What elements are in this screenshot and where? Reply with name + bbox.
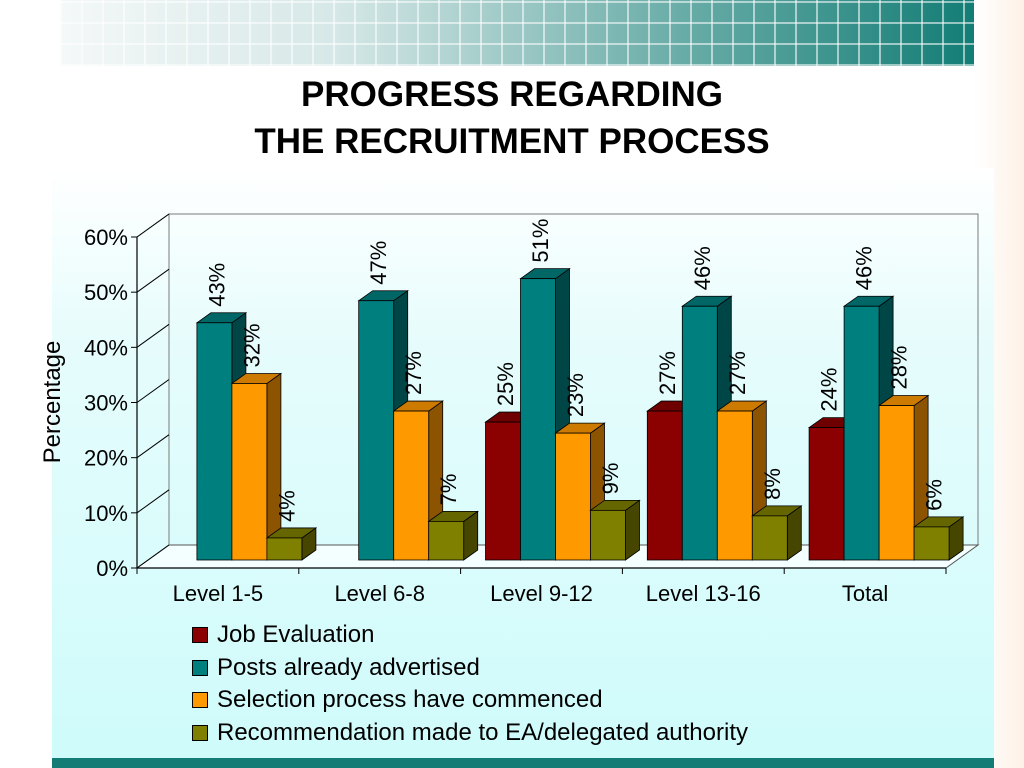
- footer-bar: [52, 758, 994, 768]
- legend-swatch-recommendation-made: [192, 725, 208, 742]
- legend-item-job-evaluation: Job Evaluation: [192, 619, 892, 652]
- y-tick-label: 30%: [84, 391, 128, 416]
- bar: [913, 526, 950, 561]
- data-label: 51%: [528, 219, 553, 263]
- data-label: 23%: [563, 373, 588, 417]
- bar: [266, 537, 303, 561]
- y-tick-diagonal: [136, 544, 170, 569]
- bar: [808, 427, 845, 561]
- bar: [231, 383, 268, 561]
- bar: [751, 515, 788, 561]
- y-axis-title: Percentage: [39, 341, 66, 464]
- y-tick-diagonal: [136, 379, 170, 403]
- y-tick-label: 40%: [84, 335, 128, 360]
- data-label: 24%: [817, 368, 842, 412]
- slide-title-line2: THE RECRUITMENT PROCESS: [254, 122, 770, 161]
- y-tick-label: 20%: [84, 446, 128, 471]
- legend-swatch-job-evaluation: [192, 627, 208, 644]
- bar: [843, 305, 880, 561]
- legend-item-posts-advertised: Posts already advertised: [192, 652, 892, 685]
- data-label: 6%: [922, 479, 947, 511]
- y-tick-label: 10%: [84, 501, 128, 526]
- legend-label: Posts already advertised: [217, 653, 480, 681]
- chart-legend: Job Evaluation Posts already advertised …: [192, 619, 892, 749]
- legend-label: Recommendation made to EA/delegated auth…: [217, 719, 748, 747]
- y-tick-diagonal: [136, 268, 170, 293]
- bar: [590, 509, 626, 561]
- x-tick-label: Total: [842, 581, 888, 606]
- y-tick-diagonal: [136, 434, 170, 459]
- data-label: 46%: [690, 246, 715, 290]
- bar: [646, 410, 683, 561]
- bar: [485, 421, 521, 561]
- x-tick-label: Level 1-5: [173, 581, 264, 606]
- legend-label: Job Evaluation: [217, 621, 375, 649]
- y-tick-label: 50%: [84, 280, 128, 305]
- bar: [716, 410, 753, 561]
- bar: [878, 405, 915, 561]
- y-tick-diagonal: [136, 323, 170, 348]
- bar: [196, 322, 233, 561]
- x-tick-label: Level 13-16: [646, 581, 761, 606]
- data-label: 47%: [366, 241, 391, 285]
- data-label: 4%: [274, 490, 299, 522]
- data-label: 8%: [760, 468, 785, 500]
- bar: [428, 520, 465, 561]
- data-label: 27%: [401, 351, 426, 395]
- bar: [555, 432, 591, 561]
- y-tick-label: 0%: [96, 556, 128, 581]
- y-tick-label: 60%: [84, 225, 128, 250]
- bar: [681, 305, 718, 561]
- legend-item-recommendation-made: Recommendation made to EA/delegated auth…: [192, 717, 892, 750]
- x-tick-label: Level 6-8: [334, 581, 425, 606]
- y-tick-diagonal: [136, 213, 170, 238]
- data-label: 7%: [436, 474, 461, 506]
- data-label: 27%: [725, 351, 750, 395]
- header-banner: [60, 0, 974, 66]
- bar: [393, 410, 430, 561]
- data-label: 25%: [493, 362, 518, 406]
- bar: [520, 278, 556, 561]
- legend-swatch-posts-advertised: [192, 659, 208, 676]
- data-label: 9%: [598, 463, 623, 495]
- legend-swatch-selection-commenced: [192, 692, 208, 709]
- data-label: 27%: [655, 351, 680, 395]
- bar: [358, 300, 395, 561]
- data-label: 43%: [204, 263, 229, 307]
- legend-label: Selection process have commenced: [217, 686, 603, 714]
- x-tick-label: Level 9-12: [490, 581, 593, 606]
- data-label: 28%: [887, 345, 912, 389]
- slide-title-line1: PROGRESS REGARDING: [301, 75, 723, 114]
- y-tick-diagonal: [136, 489, 170, 514]
- legend-item-selection-commenced: Selection process have commenced: [192, 684, 892, 717]
- data-label: 46%: [852, 246, 877, 290]
- data-label: 32%: [239, 323, 264, 367]
